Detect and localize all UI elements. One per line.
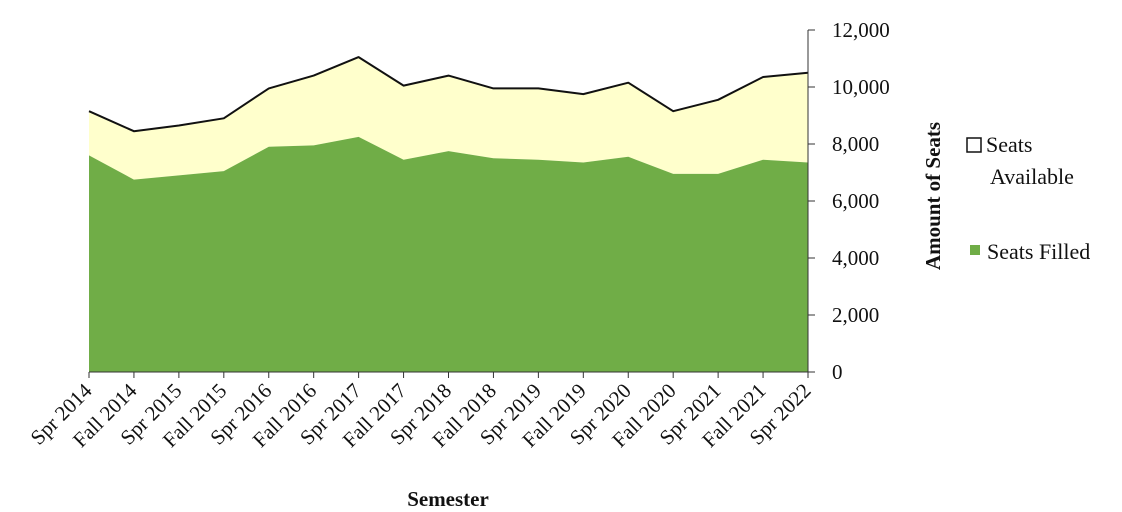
y-tick-label: 10,000 [832,75,890,99]
total-seats-outline [88,56,809,133]
seats-filled-legend-swatch [970,245,980,255]
y-axis: 0 2,000 4,000 6,000 8,000 10,000 12,000 [89,18,890,384]
seats-filled-area [89,136,808,372]
y-axis-title: Amount of Seats [921,122,945,270]
x-axis-title: Semester [407,487,489,511]
y-tick-label: 12,000 [832,18,890,42]
seats-filled-legend-label: Seats Filled [987,239,1090,264]
y-tick-label: 2,000 [832,303,879,327]
y-tick-label: 0 [832,360,843,384]
y-tick-label: 4,000 [832,246,879,270]
chart-areas [88,56,809,372]
seats-available-area [89,57,808,180]
seats-available-legend-swatch [966,137,982,153]
y-tick-label: 8,000 [832,132,879,156]
y-tick-label: 6,000 [832,189,879,213]
seats-available-legend-label: Seats [986,132,1032,157]
legend: Seats Available Seats Filled [966,132,1090,264]
seats-available-legend-label-line2: Available [990,164,1074,189]
